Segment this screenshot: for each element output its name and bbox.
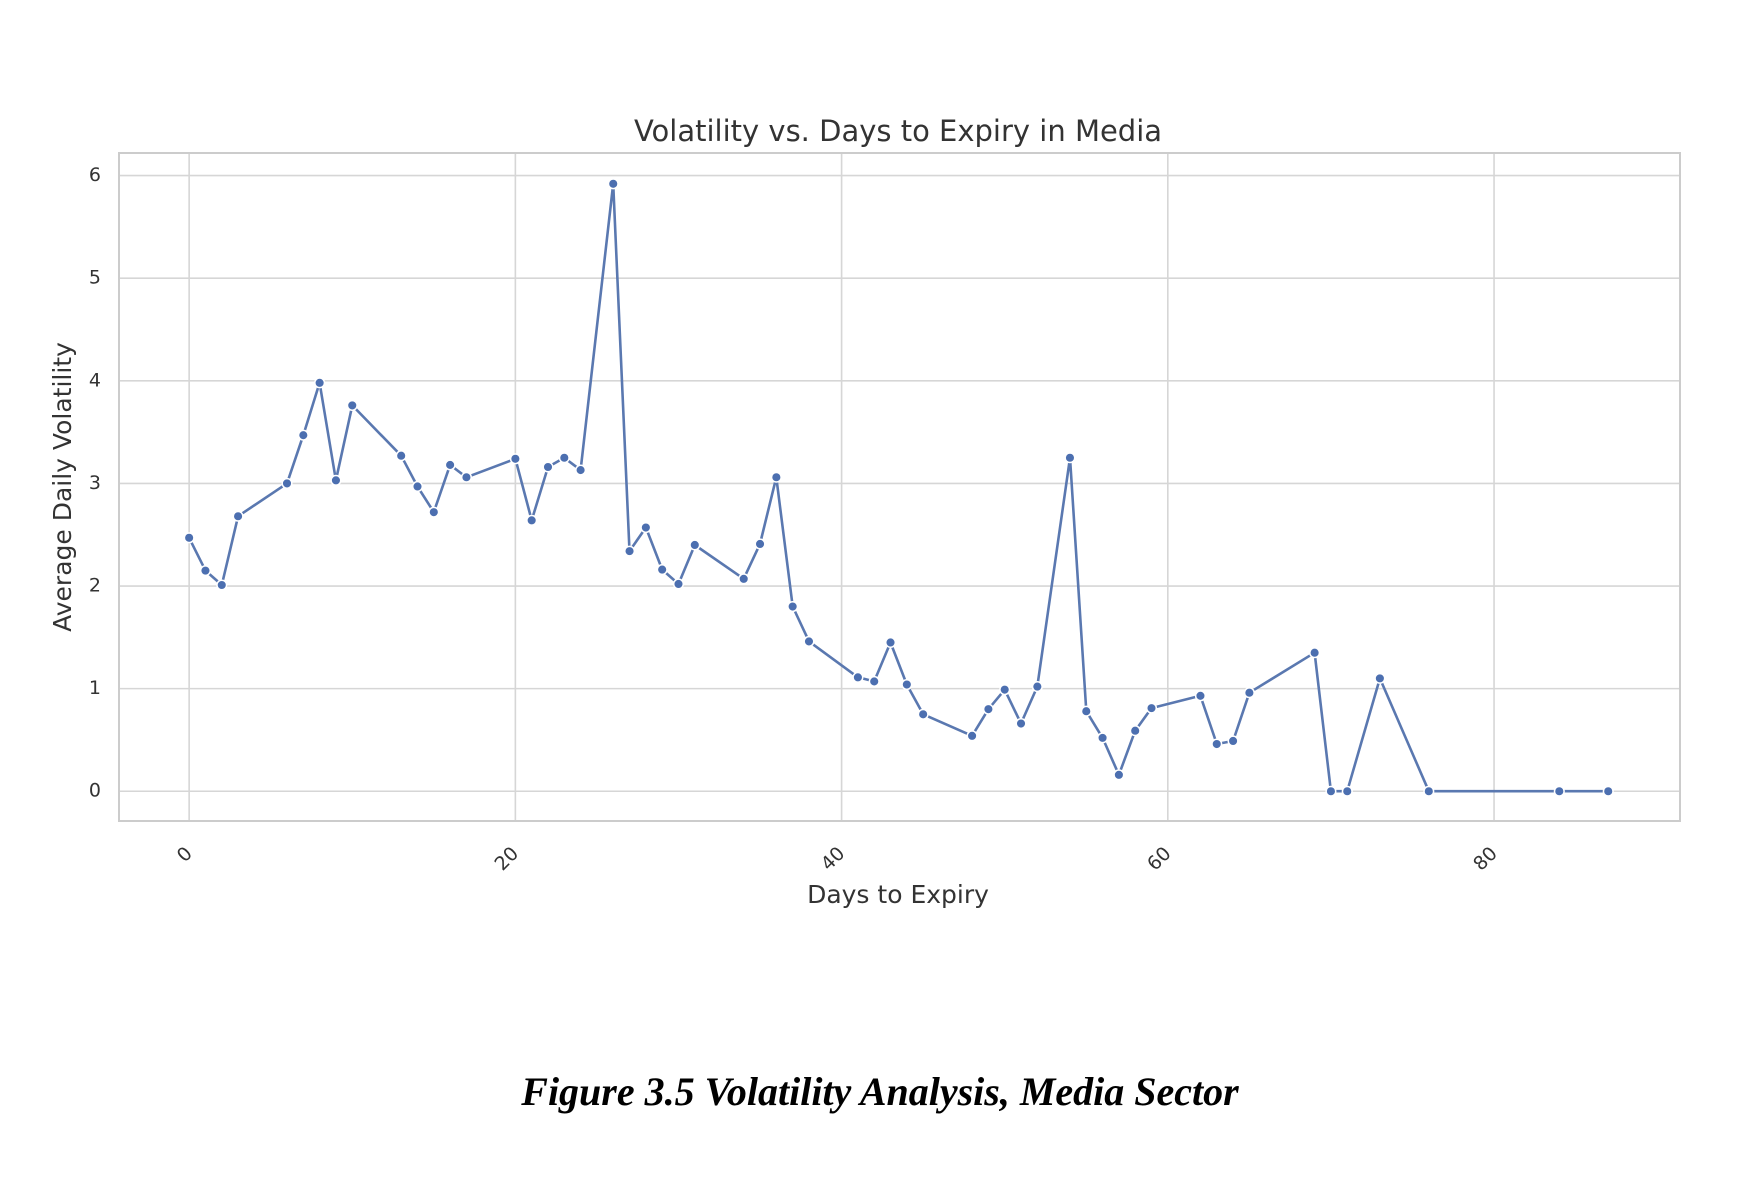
x-axis-ticks: 0 20 40 60 80 xyxy=(173,843,1502,876)
data-point xyxy=(640,521,652,534)
y-tick-label: 2 xyxy=(89,575,101,597)
data-point xyxy=(216,579,228,591)
data-point xyxy=(623,545,636,557)
data-point xyxy=(1129,725,1141,737)
data-point xyxy=(1325,785,1337,797)
data-point xyxy=(1309,647,1321,659)
data-point xyxy=(1113,769,1125,781)
data-point xyxy=(868,675,880,687)
data-point xyxy=(770,471,782,483)
data-point xyxy=(901,678,913,691)
x-axis-label: Days to Expiry xyxy=(807,880,989,909)
data-point xyxy=(1227,735,1239,747)
y-tick-label: 4 xyxy=(89,369,101,391)
data-point xyxy=(1097,732,1109,744)
data-point xyxy=(656,564,668,576)
data-point xyxy=(460,471,472,483)
data-point xyxy=(281,477,293,489)
x-tick-label: 40 xyxy=(817,843,850,876)
data-point xyxy=(199,565,212,577)
data-point xyxy=(966,730,978,742)
data-point xyxy=(672,578,685,590)
data-point xyxy=(1211,738,1223,750)
series-line xyxy=(187,182,1609,793)
data-point xyxy=(1243,687,1255,699)
data-point xyxy=(1080,705,1092,717)
data-point xyxy=(297,429,309,441)
data-point xyxy=(754,538,766,550)
data-point xyxy=(1064,452,1076,464)
series xyxy=(183,178,1614,797)
data-point xyxy=(689,539,701,551)
data-point xyxy=(1031,681,1043,693)
data-point xyxy=(1553,785,1565,797)
data-point xyxy=(803,635,815,647)
x-tick-label: 80 xyxy=(1469,843,1502,876)
x-tick-label: 20 xyxy=(490,843,523,876)
data-point xyxy=(395,450,407,462)
data-point xyxy=(1602,785,1614,797)
y-tick-label: 5 xyxy=(89,267,101,289)
data-point xyxy=(346,399,358,411)
data-point xyxy=(1145,702,1158,714)
data-point xyxy=(1341,785,1353,797)
figure-caption: Figure 3.5 Volatility Analysis, Media Se… xyxy=(521,1069,1239,1114)
plot-frame xyxy=(118,152,1681,822)
y-axis-ticks: 0 1 2 3 4 5 6 xyxy=(89,164,101,802)
x-tick-label: 60 xyxy=(1143,843,1176,876)
chart-title: Volatility vs. Days to Expiry in Media xyxy=(634,114,1162,148)
data-point xyxy=(738,573,750,585)
data-point xyxy=(509,453,521,465)
data-point xyxy=(428,506,440,518)
y-tick-label: 6 xyxy=(89,164,101,186)
data-point xyxy=(330,474,342,486)
data-point xyxy=(884,636,897,649)
data-point xyxy=(1374,672,1386,684)
data-point xyxy=(575,464,587,476)
data-point xyxy=(852,671,864,683)
data-point xyxy=(787,600,799,613)
data-point xyxy=(982,703,994,715)
data-point xyxy=(917,708,929,720)
y-tick-label: 1 xyxy=(89,677,101,699)
data-point xyxy=(1194,690,1206,702)
y-tick-label: 0 xyxy=(89,780,101,802)
data-point xyxy=(411,480,424,493)
data-point xyxy=(314,377,326,389)
y-axis-label: Average Daily Volatility xyxy=(48,342,77,632)
data-point xyxy=(444,459,456,471)
y-tick-label: 3 xyxy=(89,472,101,494)
data-point xyxy=(183,532,195,544)
data-point xyxy=(542,461,554,473)
data-point xyxy=(526,514,538,526)
data-point xyxy=(607,178,619,190)
x-tick-label: 0 xyxy=(173,843,197,867)
data-point xyxy=(558,452,570,464)
grid xyxy=(119,153,1680,821)
data-point xyxy=(1015,717,1027,730)
data-point xyxy=(232,510,244,522)
data-point xyxy=(1423,785,1435,797)
data-point xyxy=(999,684,1011,696)
